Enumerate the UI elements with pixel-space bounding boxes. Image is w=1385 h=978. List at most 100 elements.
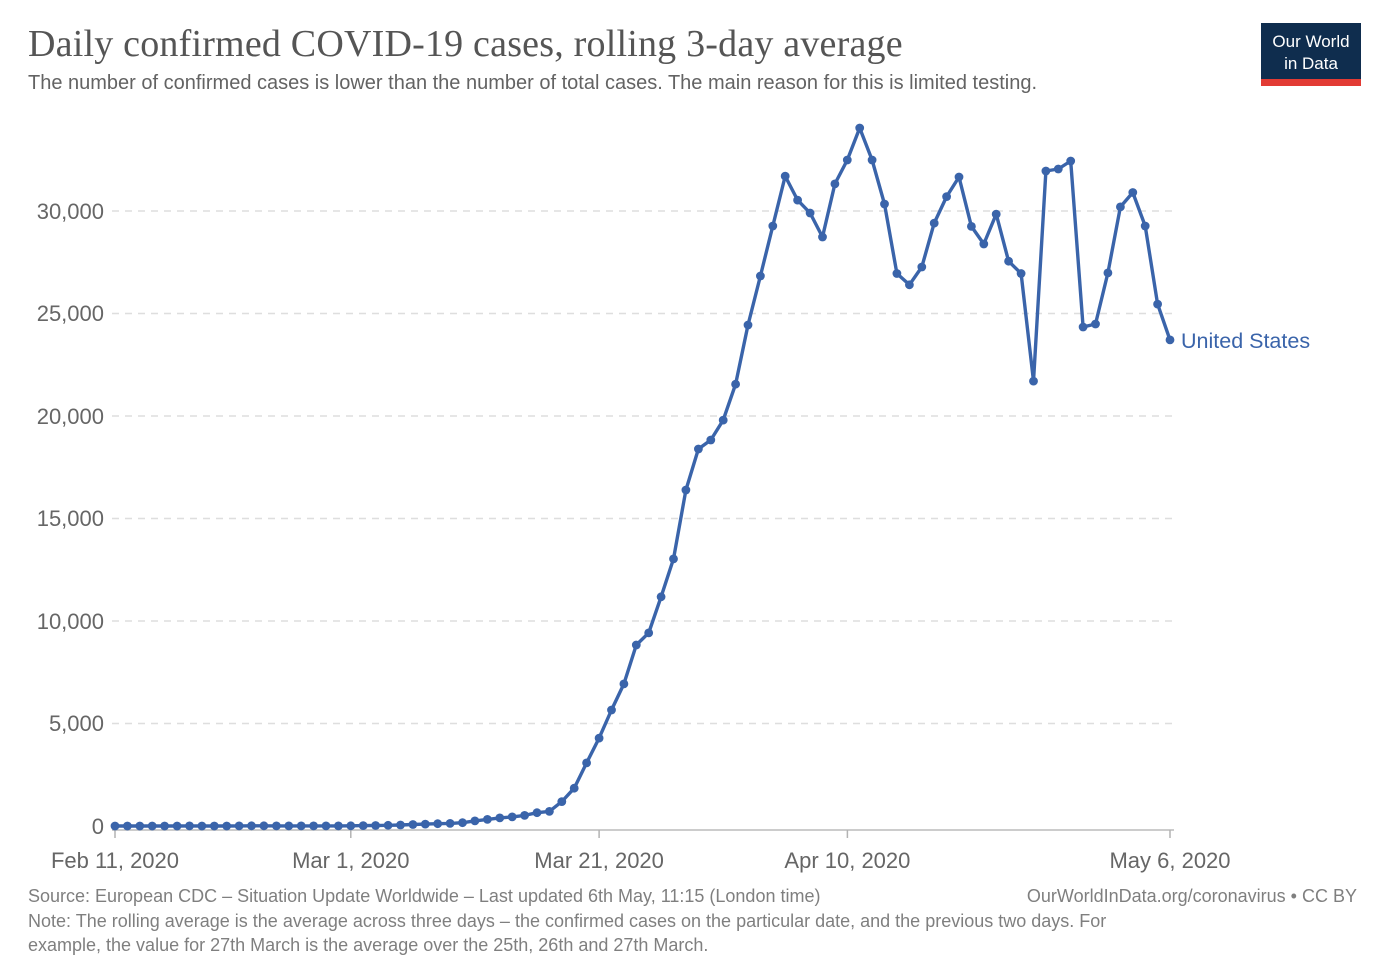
data-point [681, 485, 691, 495]
data-point [656, 592, 666, 602]
data-point [631, 640, 641, 650]
data-point [483, 815, 492, 824]
data-point [259, 821, 269, 831]
data-point [433, 819, 443, 829]
y-tick-label-25000: 25,000 [37, 301, 104, 326]
data-point [954, 172, 964, 182]
data-point [1066, 156, 1076, 166]
data-point [929, 218, 939, 228]
y-tick-label-15000: 15,000 [37, 506, 104, 531]
data-point [309, 821, 318, 831]
us-series-line [113, 126, 1172, 828]
data-point [1078, 322, 1088, 332]
data-point [1053, 164, 1063, 174]
data-point [420, 819, 430, 829]
data-point [967, 222, 976, 231]
data-point [123, 821, 132, 831]
data-point [619, 679, 629, 689]
data-point [942, 192, 951, 202]
data-point [135, 821, 145, 831]
data-point [892, 269, 902, 278]
data-point [1153, 299, 1162, 309]
data-point [545, 807, 554, 816]
us-series [110, 123, 1175, 831]
data-point [582, 758, 591, 768]
attribution-text: OurWorldInData.org/coronavirus • CC BY [1026, 886, 1357, 906]
data-point [247, 821, 256, 831]
data-point [234, 821, 244, 831]
page-title: Daily confirmed COVID-19 cases, rolling … [28, 23, 903, 65]
owid-logo: Our World in Data [1261, 23, 1361, 86]
x-tick-label-apr10: Apr 10, 2020 [784, 848, 910, 873]
data-point [818, 232, 827, 242]
x-tick-label-may6: May 6, 2020 [1109, 848, 1230, 873]
data-point [284, 821, 294, 831]
data-point [296, 821, 306, 831]
data-point [495, 813, 505, 823]
data-point [694, 444, 703, 454]
data-point [532, 808, 542, 818]
data-point [991, 209, 1001, 219]
data-point [706, 435, 716, 445]
data-point [458, 818, 467, 828]
y-tick-label-5000: 5,000 [49, 711, 104, 736]
data-point [743, 320, 753, 330]
x-axis-ticks [114, 830, 1171, 838]
data-point [557, 797, 567, 806]
owid-logo-line1: Our World [1272, 32, 1350, 51]
data-point [867, 155, 877, 165]
data-point [160, 821, 170, 831]
data-point [569, 783, 579, 793]
data-point [1103, 268, 1113, 278]
data-point [756, 271, 765, 281]
owid-logo-line2: in Data [1284, 54, 1338, 74]
x-tick-label-mar21: Mar 21, 2020 [534, 848, 664, 873]
data-point [147, 821, 157, 831]
data-point [272, 821, 281, 831]
data-point [383, 820, 393, 830]
note-text-line2: example, the value for 27th March is the… [28, 935, 709, 955]
y-tick-label-10000: 10,000 [37, 609, 104, 634]
y-tick-label-20000: 20,000 [37, 404, 104, 429]
data-point [830, 179, 840, 189]
data-point [408, 820, 418, 829]
data-point [520, 811, 529, 820]
x-tick-label-mar1: Mar 1, 2020 [292, 848, 409, 873]
data-point [507, 812, 517, 822]
data-point [185, 821, 194, 831]
footer-source-row: Source: European CDC – Situation Update … [28, 884, 1357, 909]
source-text: Source: European CDC – Situation Update … [28, 886, 821, 906]
series-label-united-states: United States [1181, 329, 1310, 353]
data-point [1140, 221, 1150, 231]
data-point [110, 821, 120, 831]
data-point [209, 821, 219, 831]
data-point [1091, 319, 1100, 329]
data-point [197, 821, 207, 831]
y-axis-labels: 0 5,000 10,000 15,000 20,000 25,000 30,0… [37, 199, 104, 839]
data-point [594, 733, 604, 743]
data-point [780, 171, 790, 181]
data-point [905, 280, 914, 290]
data-point [607, 705, 616, 715]
data-point [768, 221, 778, 231]
data-point [805, 208, 815, 218]
data-point [644, 628, 654, 638]
data-point [445, 819, 455, 828]
gridlines [112, 210, 1178, 725]
data-point [842, 155, 852, 165]
data-point [396, 820, 405, 830]
data-point [1116, 202, 1125, 212]
data-point [718, 415, 728, 425]
data-point [470, 816, 480, 826]
data-point [669, 554, 678, 564]
data-point [1029, 376, 1038, 386]
data-point [1165, 335, 1175, 345]
note-text-line1: Note: The rolling average is the average… [28, 910, 1107, 931]
data-point [855, 123, 865, 133]
y-tick-label-0: 0 [92, 814, 104, 839]
data-point [222, 821, 232, 831]
y-tick-label-30000: 30,000 [37, 199, 104, 224]
data-point [334, 821, 343, 831]
